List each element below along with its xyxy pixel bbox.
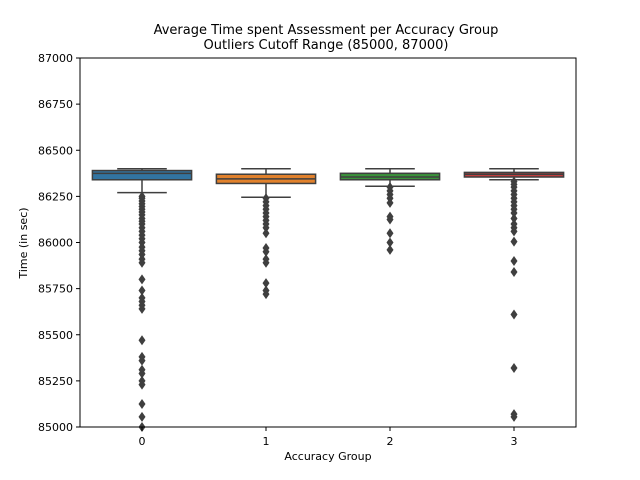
outlier-point	[262, 222, 270, 233]
outlier-point	[386, 214, 394, 225]
x-axis-label: Accuracy Group	[284, 450, 371, 463]
box-group-1	[215, 167, 317, 300]
outlier-point	[510, 362, 518, 373]
chart-subtitle: Outliers Cutoff Range (85000, 87000)	[204, 38, 449, 53]
plot-area: 85000 85250 85500 85750 86000 86250 86500 86750…	[38, 52, 577, 448]
outlier-point	[510, 267, 518, 278]
outlier-point	[262, 278, 270, 289]
y-tick-label: 86500	[38, 144, 73, 157]
outlier-point	[262, 246, 270, 257]
outlier-point	[510, 309, 518, 320]
box-group-3	[463, 167, 565, 422]
outlier-point	[510, 255, 518, 266]
outlier-point	[262, 228, 270, 239]
x-tick-label: 3	[511, 435, 518, 448]
y-tick-label: 86250	[38, 190, 73, 203]
y-tick-label: 85000	[38, 421, 73, 434]
x-tick-label: 2	[387, 435, 394, 448]
box-group-2	[339, 167, 441, 255]
box	[91, 169, 193, 181]
x-tick-label: 0	[139, 435, 146, 448]
y-tick-label: 85250	[38, 375, 73, 388]
outlier-point	[138, 285, 146, 296]
outlier-point	[510, 411, 518, 422]
outlier-point	[510, 226, 518, 237]
outlier-point	[386, 197, 394, 208]
y-tick-label: 85500	[38, 329, 73, 342]
x-tick-label: 1	[263, 435, 270, 448]
plot-frame	[79, 57, 577, 428]
y-tick-label: 87000	[38, 52, 73, 65]
outlier-point	[138, 335, 146, 346]
box-group-0	[91, 167, 193, 432]
y-tick-label: 85750	[38, 283, 73, 296]
outlier-point	[510, 213, 518, 224]
outlier-point	[262, 257, 270, 268]
outlier-point	[138, 257, 146, 268]
outlier-point	[138, 411, 146, 422]
outlier-point	[386, 237, 394, 248]
outlier-point	[510, 207, 518, 218]
outlier-point	[138, 379, 146, 390]
outlier-point	[138, 274, 146, 285]
outlier-point	[138, 368, 146, 379]
outlier-point	[138, 303, 146, 314]
outlier-point	[510, 236, 518, 247]
outlier-point	[138, 398, 146, 409]
outlier-point	[386, 244, 394, 255]
y-tick-label: 86750	[38, 98, 73, 111]
chart-title: Average Time spent Assessment per Accura…	[154, 23, 499, 38]
y-tick-label: 86000	[38, 237, 73, 250]
outlier-point	[262, 289, 270, 300]
outlier-point	[138, 355, 146, 366]
outlier-point	[386, 228, 394, 239]
y-axis-label: Time (in sec)	[17, 207, 30, 279]
